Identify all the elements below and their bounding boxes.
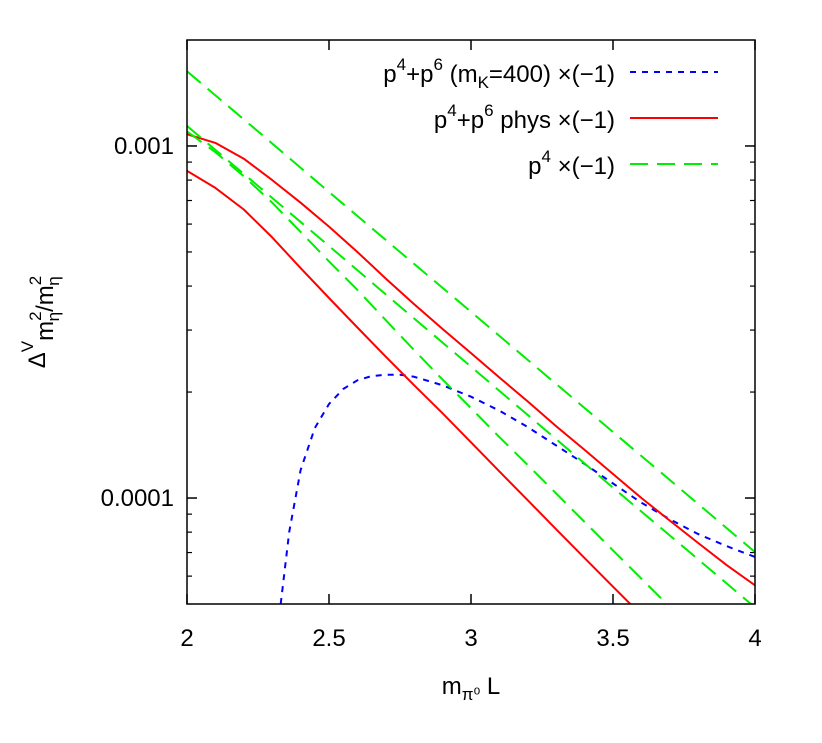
y-tick-label: 0.001: [114, 133, 174, 160]
legend-label-pade400: p4+p6 (mK=400) ×(−1): [383, 55, 615, 92]
series-line-0-0: [279, 373, 755, 604]
legend-label-p4: p4 ×(−1): [528, 147, 615, 180]
y-tick-label: 0.0001: [101, 485, 174, 512]
x-tick-label: 3: [464, 625, 477, 652]
series-line-2-1: [187, 125, 753, 604]
series-line-2-2: [187, 130, 669, 604]
legend: p4+p6 (mK=400) ×(−1) p4+p6 phys ×(−1) p4…: [383, 55, 718, 180]
y-axis-label: ΔVm2η/m2η: [18, 276, 63, 368]
tick-labels: 2 2.5 3 3.5 4 0.001 0.0001: [101, 133, 762, 652]
legend-label-phys: p4+p6 phys ×(−1): [434, 101, 615, 134]
x-tick-label: 3.5: [596, 625, 629, 652]
x-tick-label: 4: [748, 625, 761, 652]
series-layer: [187, 70, 755, 604]
x-tick-label: 2: [180, 625, 193, 652]
x-tick-label: 2.5: [312, 625, 345, 652]
series-line-2-0: [187, 70, 755, 553]
series-line-1-0: [187, 133, 755, 587]
series-line-1-1: [187, 169, 632, 604]
x-axis-label: mπ⁰ L: [442, 673, 501, 704]
plot-frame: [186, 39, 756, 605]
ticks: [186, 40, 756, 604]
